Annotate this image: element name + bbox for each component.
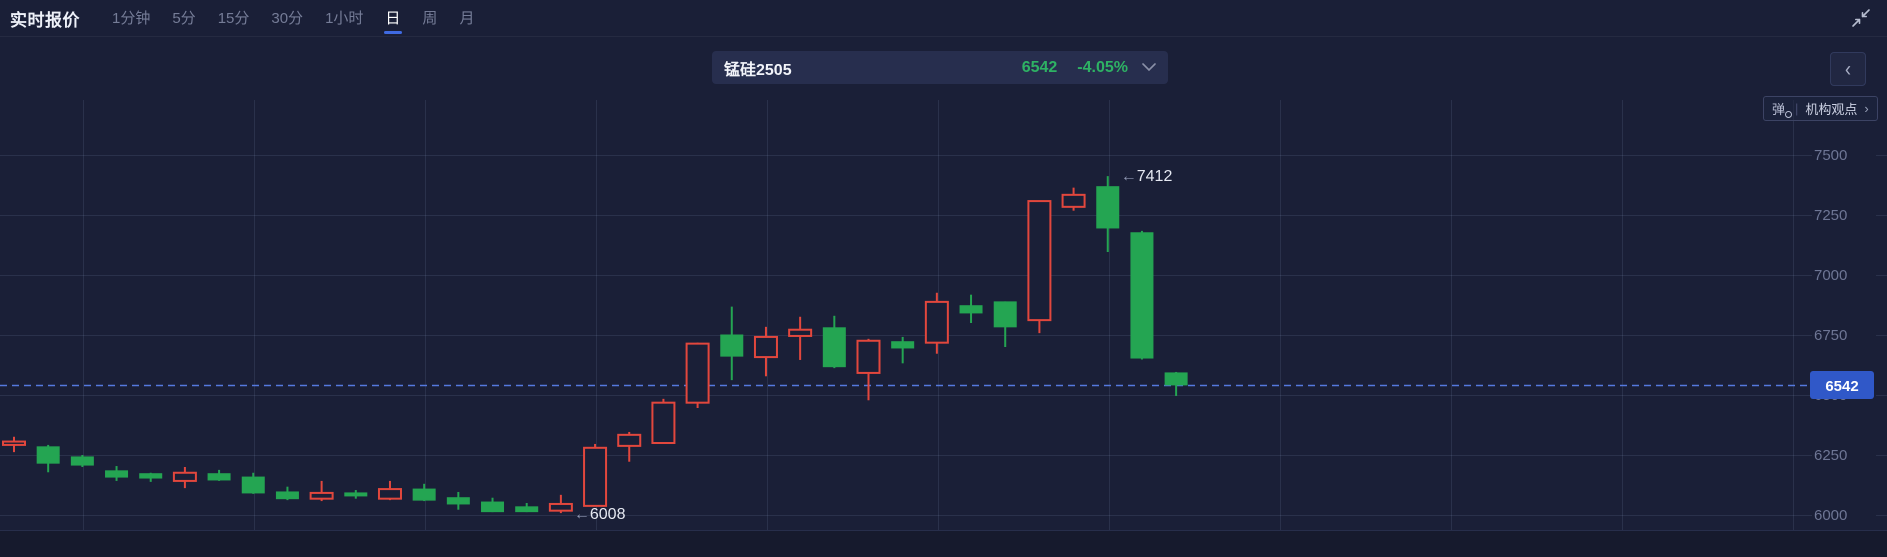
- tab-5分[interactable]: 5分: [172, 9, 196, 27]
- candle[interactable]: [1061, 187, 1086, 211]
- candle[interactable]: [481, 497, 505, 513]
- candle[interactable]: [412, 483, 436, 502]
- tab-日[interactable]: 日: [385, 0, 400, 37]
- price-badge: [1810, 371, 1874, 399]
- candle[interactable]: [891, 336, 915, 364]
- y-axis-label: 6750: [1814, 327, 1847, 344]
- topbar: 实时报价 1分钟 5分 15分 30分 1小时 日 周 月: [0, 0, 1887, 37]
- candle[interactable]: [207, 469, 231, 481]
- y-axis-label: 7000: [1814, 267, 1847, 284]
- price-badge-text: 6542: [1825, 378, 1858, 395]
- candle[interactable]: [309, 480, 334, 502]
- collapse-panel-button[interactable]: ‹: [1830, 52, 1866, 86]
- chevron-right-icon: ›: [1864, 101, 1869, 116]
- candle[interactable]: [548, 494, 573, 514]
- candle[interactable]: [856, 338, 881, 401]
- tab-月[interactable]: 月: [459, 9, 475, 27]
- candle[interactable]: [1130, 230, 1154, 360]
- exit-fullscreen-icon[interactable]: [1851, 8, 1871, 28]
- candle[interactable]: [515, 503, 539, 513]
- candle[interactable]: [70, 455, 94, 467]
- candle[interactable]: [685, 342, 710, 408]
- page-title: 实时报价: [10, 10, 80, 30]
- candle[interactable]: [788, 316, 813, 360]
- candle[interactable]: [651, 398, 676, 444]
- candle[interactable]: [36, 444, 60, 473]
- candle[interactable]: [241, 472, 265, 494]
- price-annotation: ←7412: [1121, 168, 1173, 185]
- candle[interactable]: [993, 301, 1017, 347]
- candle[interactable]: [377, 480, 402, 501]
- y-axis-label: 7250: [1814, 207, 1847, 224]
- divider: |: [1795, 101, 1799, 116]
- candle[interactable]: [105, 466, 129, 481]
- candle[interactable]: [275, 486, 299, 501]
- candle[interactable]: [720, 306, 744, 381]
- interval-tabs: 1分钟 5分 15分 30分 1小时 日 周 月: [112, 0, 474, 36]
- price-annotation: ←6008: [574, 506, 626, 523]
- institution-label: 机构观点: [1805, 102, 1858, 117]
- candle[interactable]: [446, 491, 470, 510]
- candle[interactable]: [822, 315, 846, 369]
- candle[interactable]: [959, 294, 983, 323]
- candle[interactable]: [1027, 200, 1052, 334]
- y-axis-label: 6250: [1814, 447, 1847, 464]
- danmu-badge-icon: [1785, 111, 1793, 118]
- candle[interactable]: [1164, 371, 1188, 396]
- chevron-left-icon: ‹: [1845, 57, 1851, 81]
- candle[interactable]: [344, 490, 368, 499]
- y-axis-label: 7500: [1814, 147, 1847, 164]
- tab-周[interactable]: 周: [422, 9, 438, 27]
- time-axis: [0, 530, 1887, 557]
- candle[interactable]: [1096, 176, 1120, 252]
- candle[interactable]: [753, 326, 778, 377]
- tab-30分[interactable]: 30分: [271, 9, 304, 27]
- tab-1分钟[interactable]: 1分钟: [112, 9, 151, 27]
- candle[interactable]: [139, 472, 163, 482]
- y-axis-label: 6000: [1814, 507, 1847, 524]
- contract-name: 锰硅2505: [724, 61, 792, 79]
- institution-viewpoint-button[interactable]: 弹 | 机构观点 ›: [1763, 96, 1878, 121]
- tab-1小时[interactable]: 1小时: [325, 9, 364, 27]
- candle[interactable]: [2, 436, 26, 453]
- tab-15分[interactable]: 15分: [217, 9, 250, 27]
- candle[interactable]: [617, 431, 642, 462]
- contract-selector[interactable]: 锰硅2505 6542 -4.05%: [712, 51, 1168, 84]
- danmu-toggle[interactable]: 弹: [1772, 99, 1793, 118]
- candle[interactable]: [172, 467, 197, 489]
- last-price: 6542: [1021, 58, 1058, 76]
- candle[interactable]: [924, 292, 949, 354]
- candle[interactable]: [583, 443, 608, 507]
- change-percent: -4.05%: [1077, 58, 1128, 76]
- chevron-down-icon: [1142, 59, 1156, 77]
